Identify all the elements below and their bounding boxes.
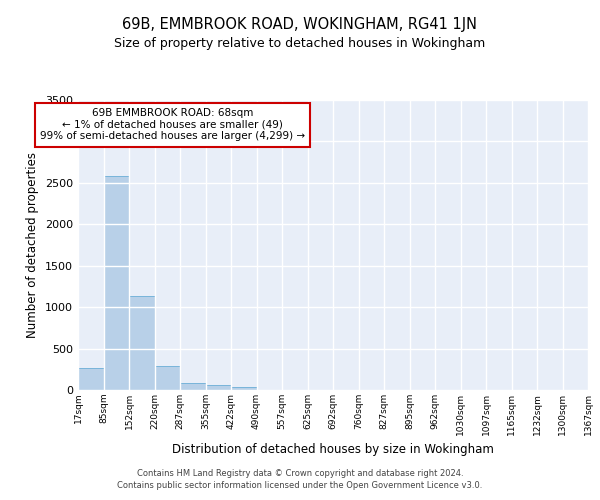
- Text: 69B, EMMBROOK ROAD, WOKINGHAM, RG41 1JN: 69B, EMMBROOK ROAD, WOKINGHAM, RG41 1JN: [122, 18, 478, 32]
- Text: Size of property relative to detached houses in Wokingham: Size of property relative to detached ho…: [115, 38, 485, 51]
- Bar: [78, 368, 104, 390]
- Bar: [205, 386, 231, 390]
- Bar: [180, 382, 205, 390]
- Text: 69B EMMBROOK ROAD: 68sqm
← 1% of detached houses are smaller (49)
99% of semi-de: 69B EMMBROOK ROAD: 68sqm ← 1% of detache…: [40, 108, 305, 142]
- Bar: [231, 387, 257, 390]
- Bar: [104, 176, 129, 390]
- Y-axis label: Number of detached properties: Number of detached properties: [26, 152, 40, 338]
- Bar: [129, 296, 155, 390]
- Text: Contains HM Land Registry data © Crown copyright and database right 2024.
Contai: Contains HM Land Registry data © Crown c…: [118, 468, 482, 490]
- X-axis label: Distribution of detached houses by size in Wokingham: Distribution of detached houses by size …: [172, 443, 494, 456]
- Bar: [155, 366, 180, 390]
